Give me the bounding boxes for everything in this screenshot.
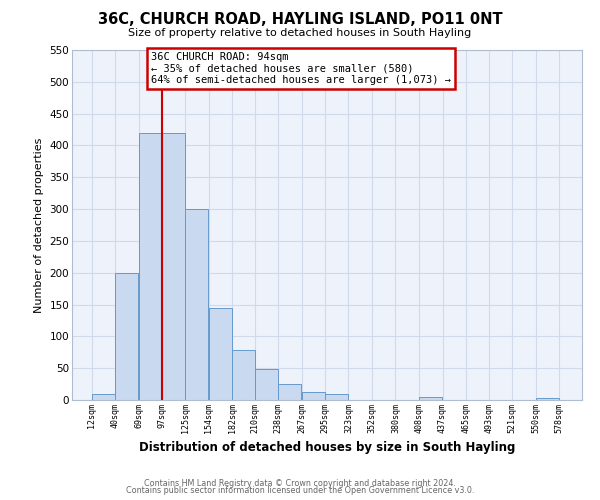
Text: 36C CHURCH ROAD: 94sqm
← 35% of detached houses are smaller (580)
64% of semi-de: 36C CHURCH ROAD: 94sqm ← 35% of detached… [151, 52, 451, 85]
Bar [115, 272, 138, 400]
Text: 36C, CHURCH ROAD, HAYLING ISLAND, PO11 0NT: 36C, CHURCH ROAD, HAYLING ISLAND, PO11 0… [98, 12, 502, 28]
Text: Contains public sector information licensed under the Open Government Licence v3: Contains public sector information licen… [126, 486, 474, 495]
Y-axis label: Number of detached properties: Number of detached properties [34, 138, 44, 312]
Bar [302, 392, 325, 400]
Bar [185, 209, 208, 400]
Bar [536, 398, 559, 400]
Bar [139, 132, 162, 400]
Bar [162, 132, 185, 400]
Bar [256, 370, 278, 400]
Bar [209, 308, 232, 400]
X-axis label: Distribution of detached houses by size in South Hayling: Distribution of detached houses by size … [139, 441, 515, 454]
Bar [92, 394, 115, 400]
Bar [325, 394, 349, 400]
Text: Contains HM Land Registry data © Crown copyright and database right 2024.: Contains HM Land Registry data © Crown c… [144, 478, 456, 488]
Bar [278, 384, 301, 400]
Text: Size of property relative to detached houses in South Hayling: Size of property relative to detached ho… [128, 28, 472, 38]
Bar [419, 397, 442, 400]
Bar [232, 350, 255, 400]
